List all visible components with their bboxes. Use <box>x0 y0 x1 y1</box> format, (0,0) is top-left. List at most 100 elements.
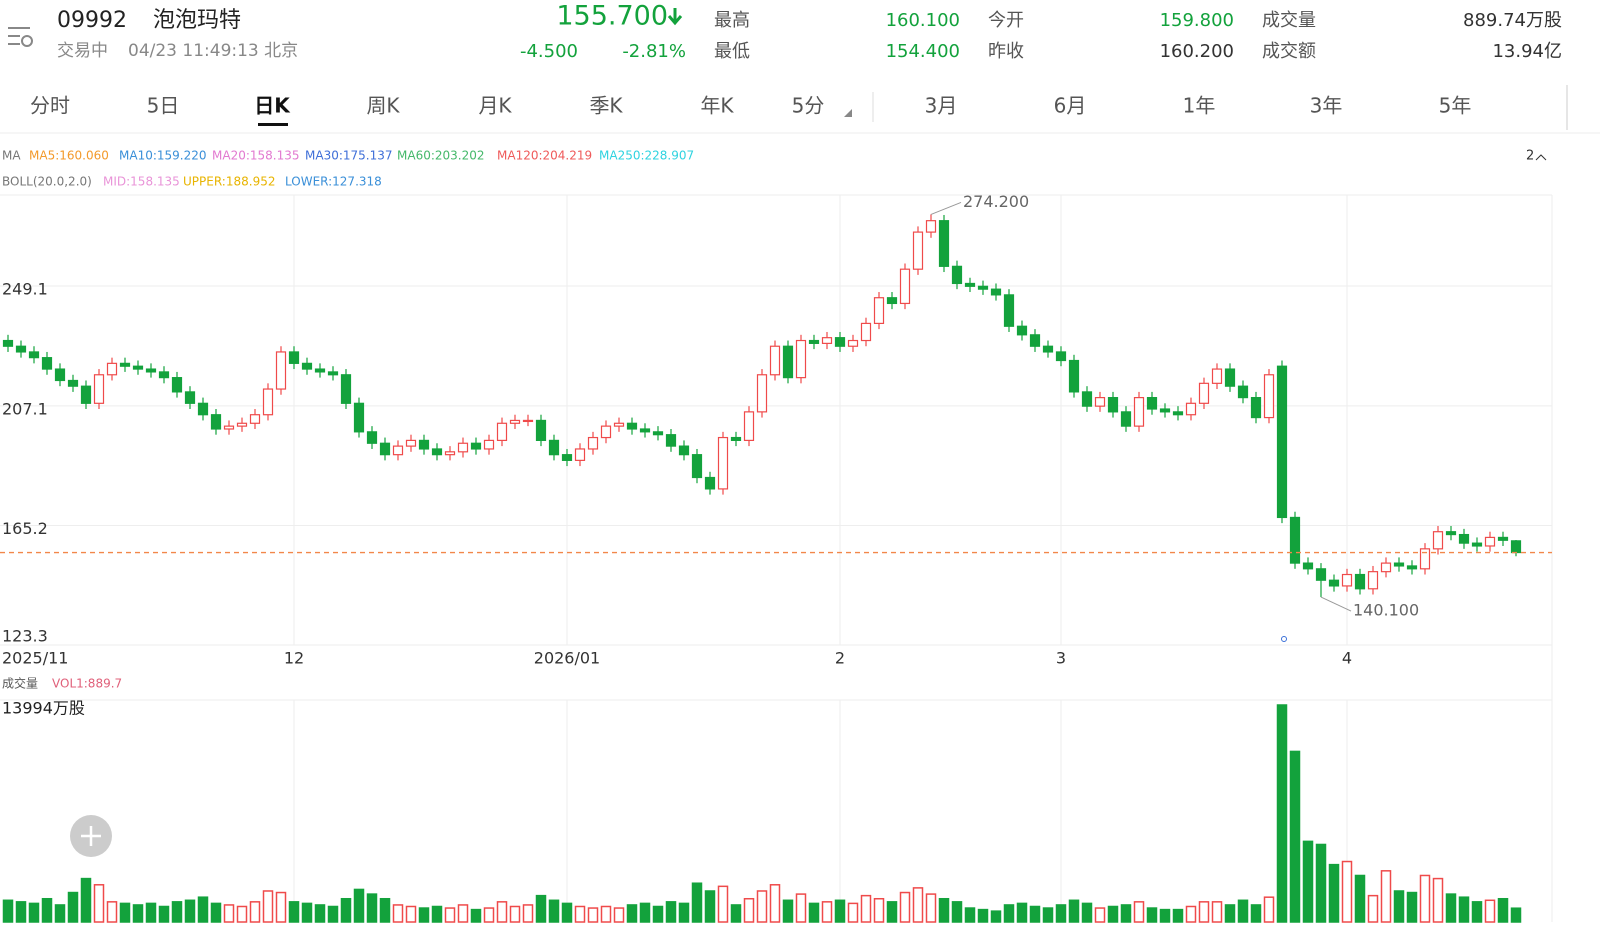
volume-bar <box>509 905 521 923</box>
candle-body <box>392 445 404 456</box>
candle-body <box>210 414 222 430</box>
candle-body <box>1068 359 1080 393</box>
candle-body <box>184 391 196 404</box>
tab[interactable]: 3年 <box>1310 94 1343 118</box>
y-tick-label: 249.1 <box>2 280 48 299</box>
candle-body <box>2 339 14 347</box>
candle-body <box>132 365 144 370</box>
stat-label: 最高 <box>714 10 750 31</box>
candle-body <box>626 422 638 430</box>
candle-body <box>678 445 690 456</box>
stat-label: 成交额 <box>1262 41 1316 62</box>
volume-bar <box>418 907 430 923</box>
candle-body <box>470 442 482 450</box>
tab[interactable]: 分时 <box>30 94 70 118</box>
volume-bar <box>366 893 378 923</box>
toggle-icon[interactable] <box>1535 154 1547 161</box>
candle-body <box>1497 536 1509 541</box>
ma-legend: MA120:204.219 <box>497 149 592 163</box>
volume-bar <box>1510 907 1522 923</box>
tab[interactable]: 年K <box>700 94 734 118</box>
candle-body <box>379 442 391 456</box>
tab[interactable]: 3月 <box>925 94 958 118</box>
tab[interactable]: 5分 <box>792 94 825 118</box>
candle-body <box>418 439 430 450</box>
dropdown-icon <box>844 109 852 117</box>
volume-bar <box>1367 894 1379 923</box>
tab[interactable]: 5日 <box>147 94 180 118</box>
tab[interactable]: 1年 <box>1183 94 1216 118</box>
tab[interactable]: 周K <box>366 94 400 118</box>
volume-bar <box>1042 907 1054 923</box>
volume-bar <box>1159 908 1171 923</box>
tab[interactable]: 月K <box>478 94 512 118</box>
volume-bar <box>1068 899 1080 923</box>
x-tick-label: 4 <box>1342 649 1352 668</box>
tab[interactable]: 5年 <box>1439 94 1472 118</box>
volume-bar <box>1211 901 1223 923</box>
candle-body <box>1328 579 1340 587</box>
stat-value: 160.100 <box>886 10 960 31</box>
volume-bar <box>1133 901 1145 923</box>
candle-body <box>171 377 183 393</box>
volume-bar <box>860 894 872 923</box>
volume-bar <box>1081 902 1093 923</box>
candle-body <box>704 476 716 490</box>
candle-body <box>1445 531 1457 536</box>
volume-bar <box>886 901 898 923</box>
volume-bar <box>639 902 651 923</box>
candle-body <box>639 428 651 433</box>
candle-body <box>28 351 40 359</box>
event-dot[interactable] <box>1281 636 1287 642</box>
volume-bar <box>522 904 534 923</box>
candle-body <box>1094 396 1106 407</box>
volume-bar <box>691 882 703 923</box>
volume-bar <box>964 907 976 923</box>
volume-bar <box>210 902 222 923</box>
candle-body <box>223 425 235 430</box>
candle-body <box>899 268 911 305</box>
add-icon[interactable] <box>81 826 101 846</box>
volume-bar <box>808 902 820 923</box>
menu-icon[interactable] <box>8 27 33 47</box>
tab[interactable]: 日K <box>254 94 291 118</box>
change-pct: -2.81% <box>622 41 686 62</box>
ma-legend: MA20:158.135 <box>212 149 300 163</box>
volume-bar <box>821 901 833 923</box>
volume-bar <box>925 893 937 923</box>
volume-bar <box>756 890 768 923</box>
candle-body <box>1042 345 1054 353</box>
volume-bar <box>834 899 846 923</box>
candle-body <box>600 425 612 439</box>
candle-body <box>860 322 872 342</box>
volume-bar <box>1497 897 1509 923</box>
tab[interactable]: 6月 <box>1054 94 1087 118</box>
volume-bar <box>54 904 66 923</box>
candle-body <box>990 288 1002 296</box>
ma-legend: MA5:160.060 <box>29 149 109 163</box>
volume-bar <box>327 905 339 923</box>
tab[interactable]: 季K <box>589 94 623 118</box>
volume-bar <box>717 885 729 923</box>
volume-bar <box>678 902 690 923</box>
volume-bar <box>977 908 989 923</box>
price: 155.700 <box>556 1 668 32</box>
candle-body <box>1406 565 1418 570</box>
candle-body <box>561 454 573 461</box>
volume-bar <box>15 901 27 923</box>
volume-bar <box>1445 893 1457 923</box>
volume-bar <box>1406 891 1418 923</box>
volume-bar <box>912 887 924 923</box>
down-arrow <box>667 8 683 26</box>
ma-legend: MA10:159.220 <box>119 149 207 163</box>
volume-bar <box>613 907 625 923</box>
candle-body <box>496 422 508 442</box>
ma-toggle[interactable]: 2 <box>1526 149 1534 164</box>
boll-legend: BOLL(20.0,2.0) <box>2 175 92 189</box>
candle-body <box>1354 573 1366 590</box>
candle-body <box>1471 542 1483 547</box>
volume-bar <box>1237 899 1249 923</box>
volume-title: 成交量 <box>2 676 38 691</box>
candle-body <box>1003 294 1015 327</box>
ma-legend: MA250:228.907 <box>599 149 694 163</box>
